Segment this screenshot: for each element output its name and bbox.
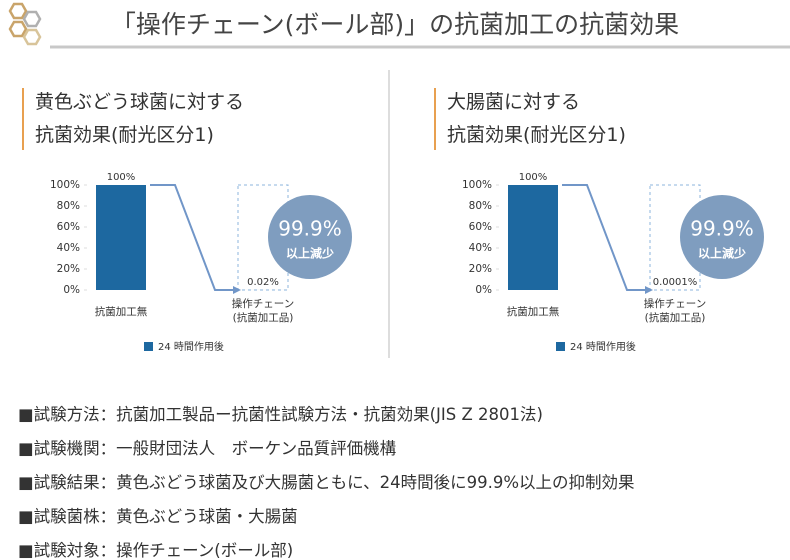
bar [96,185,146,290]
note-line: ■試験機関：一般財団法人 ボーケン品質評価機構 [18,439,397,458]
note-line: ■試験結果：黄色ぶどう球菌及び大腸菌ともに、24時間後に99.9%以上の抑制効果 [18,473,635,492]
x-tick-label: 抗菌加工無 [94,306,148,318]
x-tick-label: 操作チェーン (抗菌加工品) [643,298,707,324]
y-tick-label: 60% [469,221,492,233]
y-tick-label: 0% [63,284,80,296]
legend-swatch [144,342,153,351]
arrow-head [233,286,241,294]
accent-bar [434,88,436,150]
accent-bar [22,88,24,150]
value-label: 100% [107,172,136,183]
y-tick-label: 0% [475,284,492,296]
chart-title: 大腸菌に対する 抗菌効果(耐光区分1) [447,91,626,146]
legend-label: 24 時間作用後 [570,340,636,353]
badge [268,195,352,279]
chart-title: 黄色ぶどう球菌に対する 抗菌効果(耐光区分1) [35,91,245,146]
arrow [562,184,647,291]
badge-value: 99.9% [278,217,342,241]
y-tick-label: 80% [469,200,492,212]
value-label: 0.02% [247,277,279,288]
x-tick-label: 操作チェーン (抗菌加工品) [231,298,295,324]
legend-label: 24 時間作用後 [158,340,224,353]
bar [508,185,558,290]
logo [8,2,42,46]
x-tick-label: 抗菌加工無 [506,306,560,318]
y-tick-label: 100% [462,179,492,191]
note-line: ■試験方法：抗菌加工製品ー抗菌性試験方法・抗菌効果(JIS Z 2801法) [18,405,543,424]
page-title: 「操作チェーン(ボール部)」の抗菌加工の抗菌効果 [110,10,680,39]
note-line: ■試験菌株：黄色ぶどう球菌・大腸菌 [18,507,298,526]
value-label: 100% [519,172,548,183]
y-tick-label: 20% [57,263,80,275]
badge-note: 以上減少 [698,246,746,261]
arrow-head [645,286,653,294]
y-tick-label: 40% [469,242,492,254]
badge [680,195,764,279]
legend-swatch [556,342,565,351]
y-tick-label: 20% [469,263,492,275]
y-tick-label: 60% [57,221,80,233]
badge-note: 以上減少 [286,246,334,261]
badge-value: 99.9% [690,217,754,241]
arrow [150,184,235,291]
note-line: ■試験対象：操作チェーン(ボール部) [18,541,294,560]
value-label: 0.0001% [653,277,698,288]
y-tick-label: 80% [57,200,80,212]
y-tick-label: 40% [57,242,80,254]
y-tick-label: 100% [50,179,80,191]
notes: ■試験方法：抗菌加工製品ー抗菌性試験方法・抗菌効果(JIS Z 2801法) ■試… [18,398,635,560]
